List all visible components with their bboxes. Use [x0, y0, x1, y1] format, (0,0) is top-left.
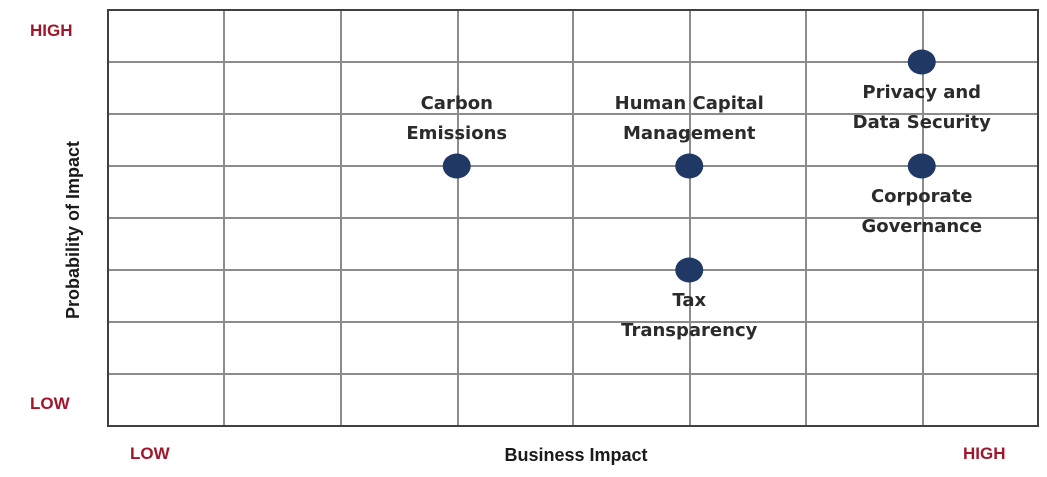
y-axis-low-label: LOW [30, 394, 71, 413]
data-point-label: Privacy and [862, 82, 981, 103]
data-point-label: Data Security [853, 112, 991, 133]
x-axis-title: Business Impact [504, 445, 647, 465]
data-point-label: Carbon [421, 93, 493, 114]
data-point-marker [675, 153, 704, 179]
data-point-marker [907, 49, 936, 75]
data-point-marker [675, 257, 704, 283]
data-point-label: Management [623, 123, 756, 144]
plot-border [107, 9, 1039, 427]
x-axis-high-label: HIGH [963, 444, 1006, 463]
data-point-label: Corporate [871, 186, 973, 207]
data-point-label: Emissions [406, 123, 507, 144]
data-point-label: Transparency [621, 320, 757, 341]
y-axis-high-label: HIGH [30, 21, 73, 40]
data-point-label: Human Capital [615, 93, 764, 114]
data-point-label: Governance [861, 216, 982, 237]
x-axis-low-label: LOW [130, 444, 171, 463]
data-points: Carbon Emissions Human Capital Management Pr… [406, 49, 991, 341]
data-point-marker [442, 153, 471, 179]
grid [108, 10, 1038, 426]
data-point-marker [907, 153, 936, 179]
y-axis-title: Probability of Impact [63, 141, 83, 319]
data-point-label: Tax [672, 290, 706, 311]
